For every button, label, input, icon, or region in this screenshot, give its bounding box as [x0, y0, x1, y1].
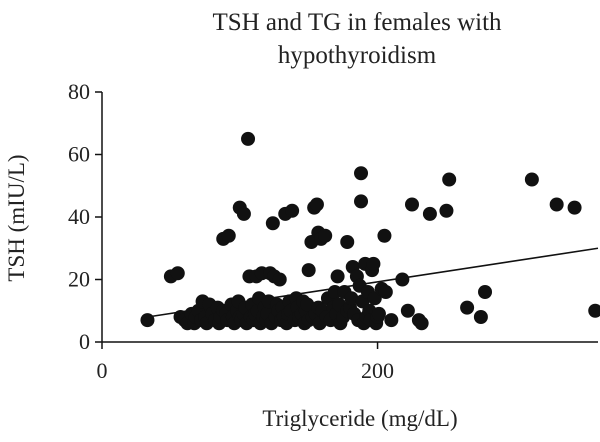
data-point: [309, 197, 324, 212]
data-point: [378, 285, 393, 299]
data-point: [300, 297, 315, 312]
data-point: [285, 203, 300, 218]
data-points: [140, 131, 600, 331]
data-point: [340, 235, 355, 249]
data-point: [170, 266, 185, 281]
data-point: [236, 206, 251, 221]
data-point: [405, 197, 419, 212]
data-point: [588, 303, 600, 318]
data-point: [414, 316, 429, 331]
data-point: [366, 256, 381, 271]
data-point: [265, 216, 280, 231]
y-tick-label: 0: [79, 329, 90, 354]
data-point: [354, 194, 369, 209]
data-point: [344, 291, 359, 306]
chart-title-line-2: hypothyroidism: [278, 42, 437, 69]
chart-title-line-1: TSH and TG in females with: [212, 9, 502, 36]
data-point: [400, 303, 415, 318]
data-point: [301, 263, 316, 278]
data-point: [371, 306, 386, 321]
x-axis: 0 200: [97, 341, 598, 383]
data-point: [460, 300, 475, 315]
data-point: [567, 200, 582, 215]
data-point: [442, 172, 457, 187]
data-point: [221, 228, 236, 243]
data-point: [478, 285, 493, 299]
data-point: [473, 310, 488, 324]
data-point: [422, 206, 437, 221]
y-axis-label: TSH (mIU/L): [4, 154, 29, 281]
data-point: [140, 313, 155, 328]
x-axis-label: Triglyceride (mg/dL): [262, 406, 457, 431]
data-point: [354, 166, 369, 181]
data-point: [395, 272, 410, 287]
y-tick-label: 20: [68, 267, 90, 292]
x-tick-label: 200: [361, 358, 394, 383]
data-point: [330, 269, 345, 284]
data-point: [327, 285, 342, 299]
data-point: [272, 272, 287, 287]
y-axis: 0 20 40 60 80: [68, 79, 103, 354]
y-tick-label: 80: [68, 79, 90, 104]
data-point: [439, 203, 454, 218]
data-point: [549, 197, 564, 212]
data-point: [377, 228, 392, 243]
data-point: [241, 131, 256, 146]
data-point: [318, 228, 333, 243]
y-tick-label: 60: [68, 142, 90, 167]
x-tick-label: 0: [97, 358, 108, 383]
y-tick-label: 40: [68, 204, 90, 229]
data-point: [384, 313, 399, 328]
data-point: [524, 172, 539, 187]
